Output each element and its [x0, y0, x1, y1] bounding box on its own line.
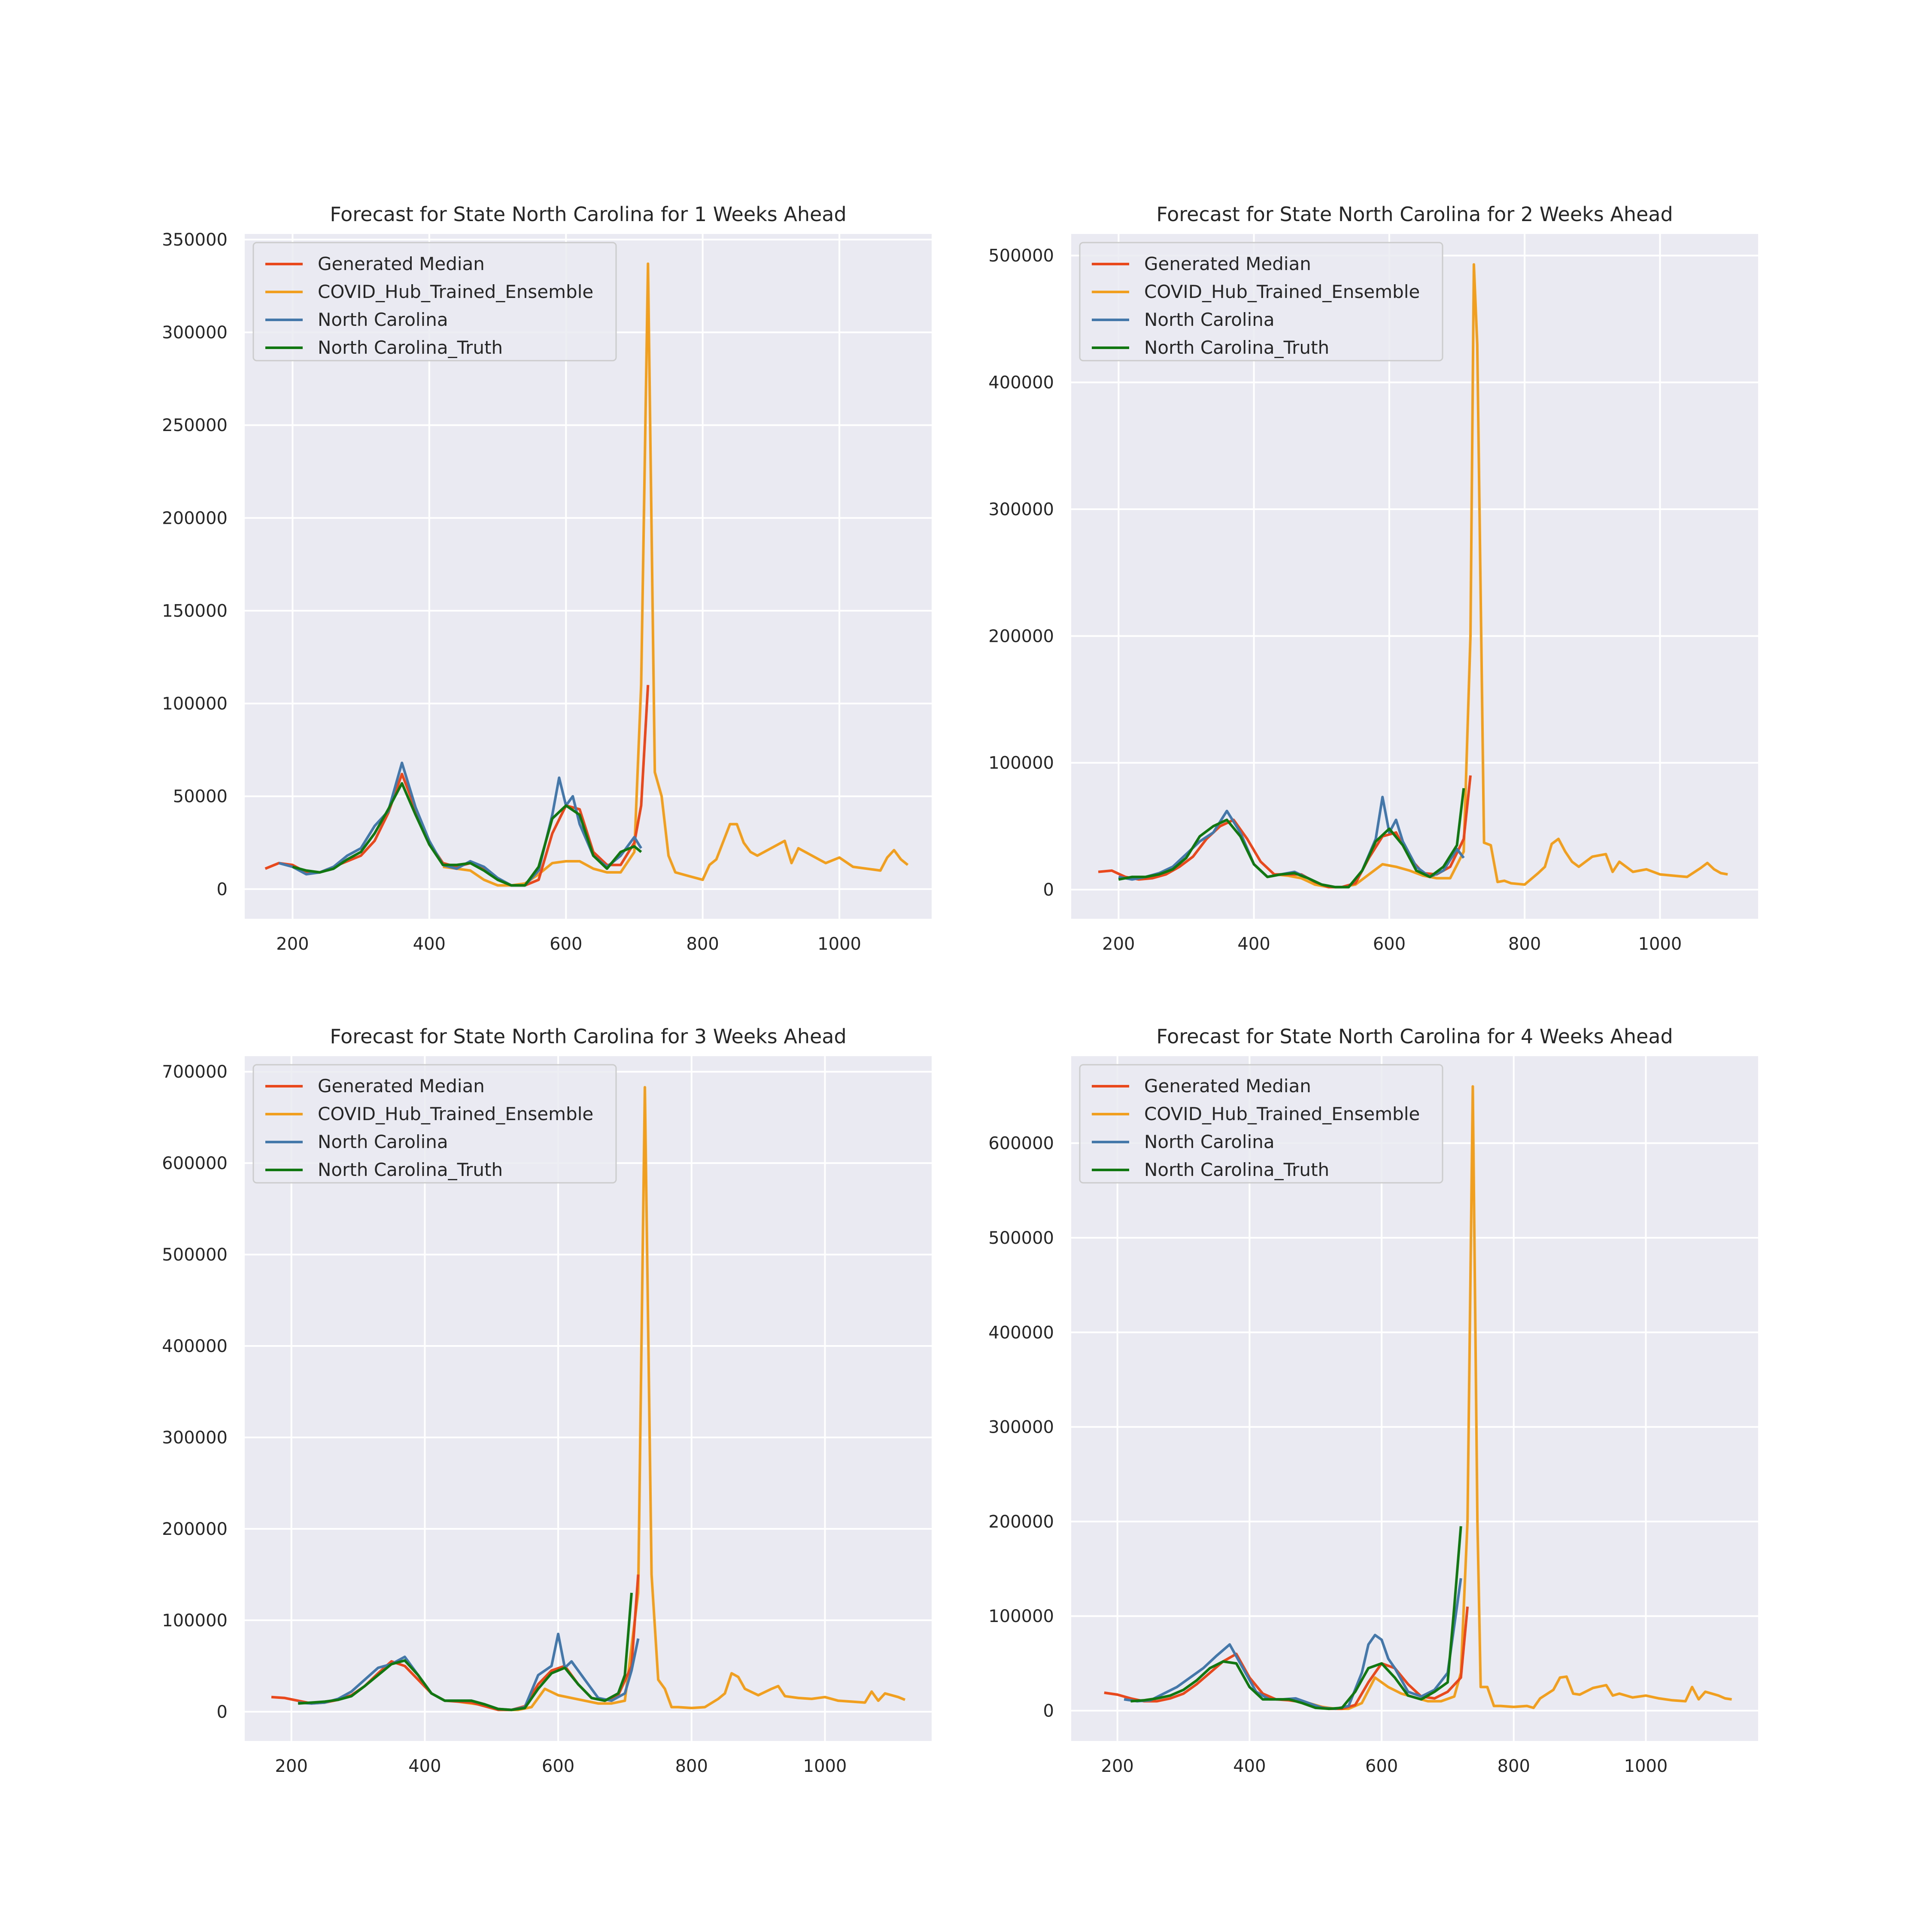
y-tick-label: 300000 — [988, 500, 1054, 519]
y-tick-label: 500000 — [988, 246, 1054, 266]
legend-label: North Carolina_Truth — [318, 1159, 503, 1180]
y-tick-label: 200000 — [988, 626, 1054, 646]
y-tick-label: 400000 — [988, 1323, 1054, 1343]
x-tick-label: 400 — [408, 1756, 441, 1776]
legend-label: North Carolina_Truth — [1144, 1159, 1329, 1180]
x-tick-label: 800 — [686, 934, 719, 954]
legend-box — [252, 1064, 617, 1184]
chart-title: Forecast for State North Carolina for 1 … — [330, 203, 846, 226]
y-tick-label: 300000 — [988, 1418, 1054, 1437]
x-tick-label: 600 — [1365, 1756, 1398, 1776]
chart-title: Forecast for State North Carolina for 3 … — [330, 1025, 846, 1048]
chart-title: Forecast for State North Carolina for 4 … — [1156, 1025, 1673, 1048]
y-tick-label: 100000 — [988, 753, 1054, 773]
x-tick-label: 200 — [276, 934, 309, 954]
y-tick-label: 500000 — [162, 1245, 228, 1265]
x-tick-label: 1000 — [817, 934, 861, 954]
y-tick-label: 50000 — [173, 787, 228, 807]
x-tick-label: 600 — [550, 934, 582, 954]
x-tick-label: 1000 — [1624, 1756, 1668, 1776]
chart-panel-3: 200 400 600 800 1000 0 100000 200000 300000 40000… — [162, 1025, 932, 1776]
x-tick-label: 400 — [1237, 934, 1270, 954]
y-tick-label: 600000 — [988, 1134, 1054, 1154]
series-line-north-carolina — [1124, 1578, 1462, 1710]
series-line-north-carolina-truth — [292, 782, 642, 887]
legend-box — [1079, 1064, 1443, 1184]
x-tick-label: 400 — [413, 934, 446, 954]
y-tick-label: 0 — [1043, 1701, 1054, 1721]
legend: Generated Median COVID_Hub_Trained_Ensemb… — [1079, 1064, 1443, 1184]
y-tick-label: 0 — [217, 1702, 228, 1722]
y-tick-label: 100000 — [988, 1607, 1054, 1626]
x-tick-label: 200 — [1102, 934, 1135, 954]
legend-label: Generated Median — [318, 1075, 485, 1097]
series-line-covid-hub-trained-ensemble — [1282, 1085, 1732, 1710]
y-tick-label: 100000 — [162, 694, 228, 714]
x-tick-label: 800 — [1498, 1756, 1530, 1776]
legend-label: Generated Median — [1144, 1075, 1311, 1097]
chart-title: Forecast for State North Carolina for 2 … — [1156, 203, 1673, 226]
series-line-north-carolina — [278, 761, 642, 887]
legend-box — [252, 242, 617, 361]
legend: Generated Median COVID_Hub_Trained_Ensemb… — [1079, 242, 1443, 361]
legend-label: COVID_Hub_Trained_Ensemble — [1144, 1103, 1420, 1124]
y-tick-label: 0 — [217, 880, 228, 899]
y-tick-label: 400000 — [162, 1337, 228, 1356]
legend-label: North Carolina — [1144, 309, 1275, 330]
x-tick-label: 200 — [1101, 1756, 1134, 1776]
legend: Generated Median COVID_Hub_Trained_Ensemb… — [252, 242, 617, 361]
series-line-covid-hub-trained-ensemble — [1274, 263, 1728, 889]
x-tick-label: 1000 — [1638, 934, 1682, 954]
y-tick-label: 500000 — [988, 1228, 1054, 1248]
legend-label: COVID_Hub_Trained_Ensemble — [318, 281, 593, 302]
legend: Generated Median COVID_Hub_Trained_Ensemb… — [252, 1064, 617, 1184]
x-tick-label: 400 — [1233, 1756, 1266, 1776]
legend-box — [1079, 242, 1443, 361]
x-tick-label: 1000 — [803, 1756, 847, 1776]
x-tick-label: 800 — [675, 1756, 708, 1776]
y-tick-label: 150000 — [162, 601, 228, 621]
legend-label: North Carolina — [318, 309, 448, 330]
y-tick-label: 300000 — [162, 1428, 228, 1448]
x-tick-label: 600 — [542, 1756, 574, 1776]
y-tick-label: 700000 — [162, 1062, 228, 1082]
legend-label: COVID_Hub_Trained_Ensemble — [318, 1103, 593, 1124]
y-tick-label: 100000 — [162, 1611, 228, 1631]
series-line-north-carolina-truth — [1118, 788, 1465, 889]
series-line-north-carolina-truth — [1130, 1526, 1462, 1710]
y-tick-label: 600000 — [162, 1154, 228, 1173]
y-tick-label: 0 — [1043, 880, 1054, 900]
legend-label: COVID_Hub_Trained_Ensemble — [1144, 281, 1420, 302]
series-line-covid-hub-trained-ensemble — [451, 1086, 906, 1711]
legend-label: Generated Median — [318, 253, 485, 274]
legend-label: North Carolina_Truth — [1144, 337, 1329, 358]
y-tick-label: 250000 — [162, 416, 228, 435]
x-tick-label: 600 — [1373, 934, 1406, 954]
chart-panel-2: 200 400 600 800 1000 0 100000 200000 300000 40000… — [988, 203, 1758, 954]
x-tick-label: 800 — [1508, 934, 1541, 954]
legend-label: Generated Median — [1144, 253, 1311, 274]
chart-panel-4: 200 400 600 800 1000 0 100000 200000 300000 40000… — [988, 1025, 1758, 1776]
series-line-north-carolina-truth — [298, 1592, 633, 1711]
y-tick-label: 350000 — [162, 230, 228, 250]
y-tick-label: 400000 — [988, 373, 1054, 393]
x-tick-label: 200 — [275, 1756, 308, 1776]
legend-label: North Carolina_Truth — [318, 337, 503, 358]
y-tick-label: 200000 — [162, 1519, 228, 1539]
chart-panel-1: 200 400 600 800 1000 0 50000 100000 150000 200000… — [162, 203, 932, 954]
legend-label: North Carolina — [318, 1131, 448, 1152]
y-tick-label: 200000 — [988, 1512, 1054, 1532]
y-tick-label: 300000 — [162, 323, 228, 343]
legend-label: North Carolina — [1144, 1131, 1275, 1152]
y-tick-label: 200000 — [162, 508, 228, 528]
